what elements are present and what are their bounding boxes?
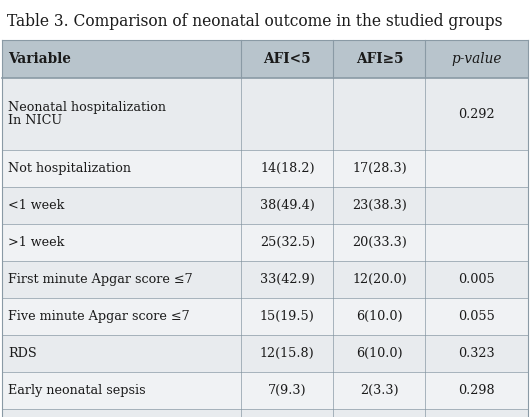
Bar [2, 335, 528, 372]
Text: AFI≥5: AFI≥5 [356, 52, 403, 66]
Bar [2, 372, 528, 409]
Text: 7(9.3): 7(9.3) [268, 384, 307, 397]
Text: 0.055: 0.055 [458, 310, 495, 323]
Text: 0.292: 0.292 [458, 108, 495, 121]
Bar [2, 409, 528, 417]
Text: <1 week: <1 week [8, 199, 64, 212]
Text: 17(28.3): 17(28.3) [352, 162, 407, 175]
Text: 6(10.0): 6(10.0) [356, 347, 403, 360]
Text: Table 3. Comparison of neonatal outcome in the studied groups: Table 3. Comparison of neonatal outcome … [7, 13, 502, 30]
Text: 6(10.0): 6(10.0) [356, 310, 403, 323]
Bar [2, 261, 528, 298]
Text: 38(49.4): 38(49.4) [260, 199, 315, 212]
Text: 33(42.9): 33(42.9) [260, 273, 315, 286]
Bar [2, 224, 528, 261]
Text: First minute Apgar score ≤7: First minute Apgar score ≤7 [8, 273, 192, 286]
Text: Variable: Variable [8, 52, 71, 66]
Text: 23(38.3): 23(38.3) [352, 199, 407, 212]
Text: 2(3.3): 2(3.3) [360, 384, 399, 397]
Text: Not hospitalization: Not hospitalization [8, 162, 131, 175]
Text: 12(20.0): 12(20.0) [352, 273, 407, 286]
Text: Five minute Apgar score ≤7: Five minute Apgar score ≤7 [8, 310, 190, 323]
Text: RDS: RDS [8, 347, 37, 360]
Text: 14(18.2): 14(18.2) [260, 162, 315, 175]
Text: 12(15.8): 12(15.8) [260, 347, 315, 360]
Text: >1 week: >1 week [8, 236, 64, 249]
Text: Early neonatal sepsis: Early neonatal sepsis [8, 384, 146, 397]
Text: 20(33.3): 20(33.3) [352, 236, 407, 249]
Text: AFI<5: AFI<5 [263, 52, 311, 66]
Text: p-value: p-value [452, 52, 502, 66]
Bar [2, 150, 528, 187]
Bar [2, 187, 528, 224]
Text: 25(32.5): 25(32.5) [260, 236, 315, 249]
Text: 0.005: 0.005 [458, 273, 495, 286]
Text: 0.323: 0.323 [458, 347, 495, 360]
Bar [2, 298, 528, 335]
Text: 0.298: 0.298 [458, 384, 495, 397]
Bar [2, 78, 528, 150]
Text: Neonatal hospitalization: Neonatal hospitalization [8, 100, 166, 113]
Text: 15(19.5): 15(19.5) [260, 310, 315, 323]
Bar [2, 2, 528, 40]
Text: In NICU: In NICU [8, 115, 62, 128]
Bar [2, 40, 528, 78]
